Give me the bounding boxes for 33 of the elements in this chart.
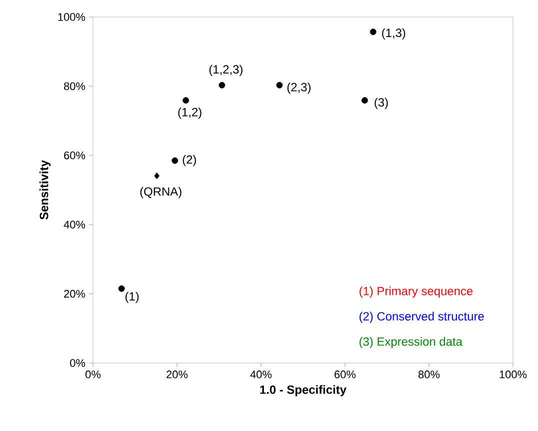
x-tick-label: 40% bbox=[250, 370, 272, 378]
x-axis-title: 1.0 - Specificity bbox=[260, 385, 346, 396]
point bbox=[118, 285, 125, 292]
x-tick-label: 20% bbox=[166, 370, 188, 378]
x-tick-label: 0% bbox=[86, 370, 101, 378]
y-tick-label: 0% bbox=[70, 359, 86, 367]
point bbox=[218, 82, 226, 88]
annotation: (1,2) bbox=[178, 108, 202, 119]
x-tick-label: 80% bbox=[418, 370, 440, 378]
annotation: (1) bbox=[125, 292, 139, 303]
annotation: (3) Expression data bbox=[360, 337, 462, 348]
point bbox=[154, 172, 160, 180]
annotation: (2,3) bbox=[287, 82, 311, 94]
annotation: (QRNA) bbox=[140, 187, 182, 198]
y-tick-label: 20% bbox=[64, 290, 86, 298]
annotation: (1,3) bbox=[382, 28, 406, 40]
point bbox=[362, 97, 368, 104]
point bbox=[182, 97, 190, 104]
y-tick-label: 100% bbox=[58, 13, 86, 21]
y-tick-label: 40% bbox=[64, 220, 86, 228]
y-tick-label: 80% bbox=[64, 82, 86, 90]
y-axis-title: Sensitivity bbox=[39, 160, 51, 220]
annotation: (2) Conserved structure bbox=[360, 312, 484, 323]
point bbox=[370, 28, 376, 36]
point bbox=[172, 157, 178, 164]
point bbox=[276, 82, 283, 88]
annotation: (1) Primary sequence bbox=[360, 286, 473, 298]
annotation: (1,2,3) bbox=[209, 64, 242, 76]
x-tick-label: 100% bbox=[500, 370, 527, 378]
annotation: (2) bbox=[182, 155, 196, 166]
annotation: (3) bbox=[374, 98, 388, 109]
y-tick-label: 60% bbox=[64, 152, 86, 160]
x-tick-label: 60% bbox=[334, 370, 356, 378]
